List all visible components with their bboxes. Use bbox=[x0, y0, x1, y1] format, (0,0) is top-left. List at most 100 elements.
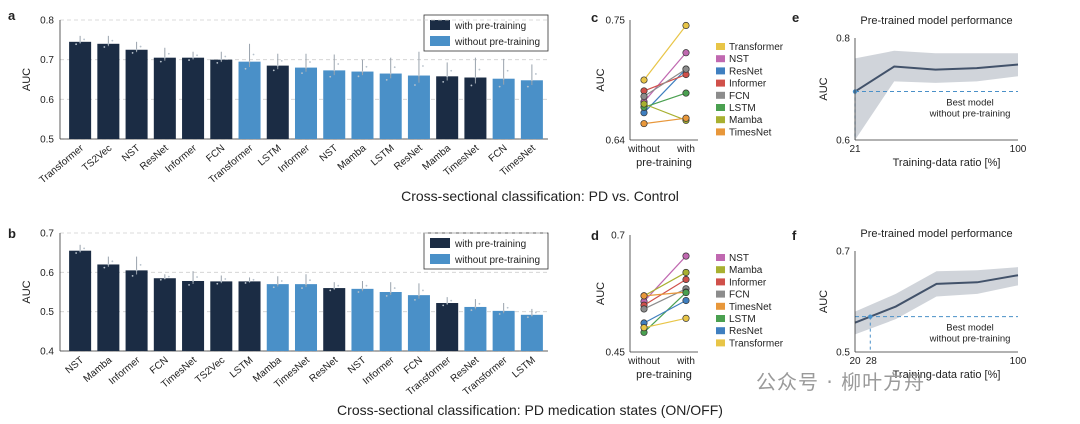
sample-dot bbox=[329, 75, 332, 78]
series-line bbox=[643, 278, 687, 306]
baseline-label: without pre-training bbox=[929, 109, 1011, 120]
x-tick-label: TS2Vec bbox=[80, 143, 114, 174]
y-axis-label: AUC bbox=[595, 282, 607, 305]
sample-dot bbox=[196, 54, 198, 57]
sample-dot bbox=[107, 42, 110, 45]
series-line bbox=[643, 68, 687, 97]
panel-label-f: f bbox=[792, 228, 797, 243]
x-tick-label: with bbox=[676, 144, 695, 155]
series-line bbox=[643, 317, 687, 329]
sample-dot bbox=[474, 306, 477, 308]
sample-dot bbox=[305, 283, 307, 286]
x-tick-label: ResNet bbox=[308, 355, 341, 385]
bar bbox=[492, 310, 515, 351]
sample-dot bbox=[309, 61, 311, 63]
y-tick-label: 0.64 bbox=[606, 136, 626, 147]
x-tick-label: 28 bbox=[866, 356, 878, 367]
legend-swatch bbox=[716, 290, 725, 298]
sample-dot bbox=[272, 286, 275, 289]
bar bbox=[436, 76, 459, 139]
sample-dot bbox=[393, 66, 396, 69]
sample-dot bbox=[470, 84, 473, 87]
sample-dot bbox=[309, 279, 311, 282]
sample-dot bbox=[361, 70, 364, 73]
sample-dot bbox=[139, 45, 142, 48]
baseline-label: Best model bbox=[946, 98, 994, 109]
sample-dot bbox=[135, 269, 138, 272]
baseline-marker bbox=[868, 314, 873, 319]
series-point bbox=[682, 275, 690, 284]
series-line bbox=[643, 299, 687, 324]
sample-dot bbox=[530, 79, 533, 82]
sample-dot bbox=[159, 60, 162, 63]
legend-swatch bbox=[716, 254, 725, 261]
sample-dot bbox=[470, 309, 473, 311]
sample-dot bbox=[450, 69, 453, 72]
sample-dot bbox=[280, 280, 283, 282]
series-point bbox=[682, 289, 690, 297]
series-point bbox=[640, 305, 648, 313]
sample-dot bbox=[502, 77, 505, 80]
bar bbox=[323, 70, 346, 139]
legend-b: with pre-training without pre-training bbox=[423, 232, 549, 270]
mean-line bbox=[854, 63, 1019, 93]
sample-dot bbox=[188, 59, 190, 61]
sample-dot bbox=[385, 78, 388, 81]
series-point bbox=[682, 49, 690, 57]
sample-dot bbox=[216, 282, 219, 285]
x-tick-label: NST bbox=[346, 355, 368, 376]
bar bbox=[379, 73, 402, 139]
sample-dot bbox=[280, 59, 283, 62]
y-tick-label: 0.75 bbox=[606, 16, 626, 27]
x-axis-label: Training-data ratio [%] bbox=[893, 157, 1001, 169]
sample-dot bbox=[414, 298, 416, 301]
series-line bbox=[643, 92, 687, 108]
y-tick-label: 0.7 bbox=[836, 247, 850, 258]
bar bbox=[125, 270, 148, 351]
legend-swatch bbox=[716, 278, 725, 286]
sample-dot bbox=[337, 284, 340, 287]
legend-label-with: with pre-training bbox=[454, 21, 526, 32]
y-tick-label: 0.4 bbox=[40, 347, 54, 358]
bar bbox=[436, 303, 459, 351]
sample-dot bbox=[192, 280, 194, 282]
bar bbox=[153, 278, 176, 351]
series-line bbox=[643, 25, 687, 81]
legend-label-without: without pre-training bbox=[454, 37, 540, 48]
x-tick-label: 20 bbox=[849, 356, 861, 367]
sample-dot bbox=[79, 40, 82, 43]
section-title-top: Cross-sectional classification: PD vs. C… bbox=[401, 188, 679, 204]
x-tick-label: with bbox=[676, 356, 695, 367]
mean-line bbox=[854, 274, 1019, 324]
bar bbox=[351, 288, 374, 351]
x-tick-label: ResNet bbox=[392, 143, 425, 173]
chart-title: Pre-trained model performance bbox=[860, 228, 1012, 240]
x-tick-label: Informer bbox=[361, 354, 397, 387]
series-point bbox=[682, 21, 690, 30]
legend-swatch bbox=[716, 104, 725, 111]
panel-label-b: b bbox=[8, 226, 16, 241]
sample-dot bbox=[131, 274, 134, 277]
sample-dot bbox=[159, 278, 162, 281]
x-tick-label: without bbox=[627, 144, 660, 155]
sample-dot bbox=[365, 284, 368, 287]
series-point bbox=[640, 92, 648, 100]
x-tick-label: NST bbox=[318, 143, 340, 164]
panel-label-a: a bbox=[8, 8, 16, 23]
x-tick-label: 21 bbox=[849, 144, 861, 155]
bar bbox=[351, 71, 374, 139]
sample-dot bbox=[418, 294, 420, 297]
legend-swatch-without bbox=[430, 254, 450, 264]
series-point bbox=[640, 100, 648, 108]
legend-label: NST bbox=[729, 253, 749, 264]
legend-label: Informer bbox=[729, 79, 767, 90]
sample-dot bbox=[442, 80, 445, 83]
sample-dot bbox=[276, 283, 279, 286]
x-axis-label: Training-data ratio [%] bbox=[893, 369, 1001, 381]
baseline-label: without pre-training bbox=[929, 334, 1011, 345]
sample-dot bbox=[337, 63, 340, 65]
sample-dot bbox=[478, 68, 481, 71]
x-tick-label: FCN bbox=[487, 143, 510, 165]
